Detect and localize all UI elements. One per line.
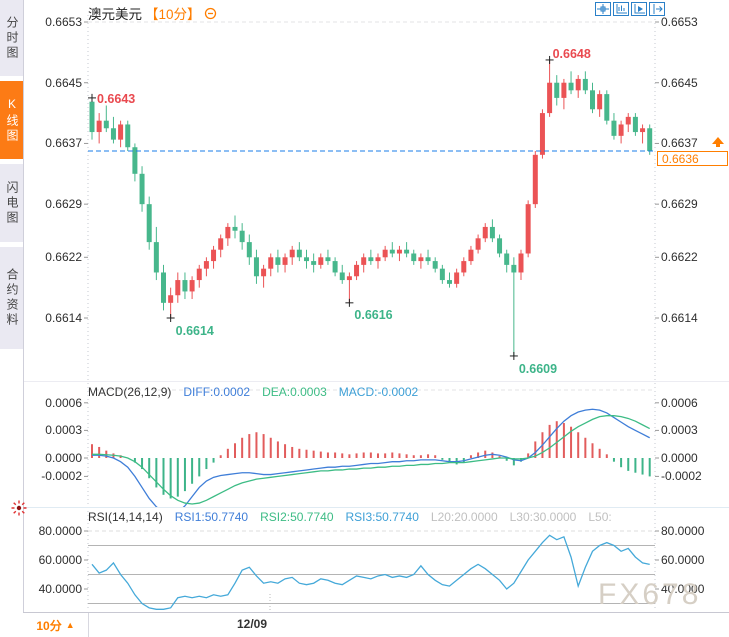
axis-label: 0.0000 xyxy=(45,451,82,465)
macd-header: MACD(26,12,9) DIFF:0.0002 DEA:0.0003 MACD:-… xyxy=(88,385,418,399)
chart-header: 澳元美元 【10分】 xyxy=(88,3,217,23)
watermark: FX678 xyxy=(598,578,702,611)
svg-text:0.6616: 0.6616 xyxy=(354,308,392,322)
axis-label: 0.6614 xyxy=(45,311,82,325)
rsi-header: RSI(14,14,14) RSI1:50.7740 RSI2:50.7740 RSI… xyxy=(88,510,612,524)
axis-label: 0.6637 xyxy=(661,136,698,151)
svg-text:0.6609: 0.6609 xyxy=(519,362,557,376)
indicator-label: DIFF:0.0002 xyxy=(183,385,251,399)
sidebar-tab-contract-info[interactable]: 合约资料 xyxy=(0,247,23,349)
axis-label: 0.6622 xyxy=(661,250,698,265)
indicator-label: RSI2:50.7740 xyxy=(260,510,334,524)
axis-label: 0.0000 xyxy=(661,451,698,465)
symbol-title: 澳元美元 xyxy=(88,7,142,22)
axis-label: 40.0000 xyxy=(38,582,82,596)
axis-label: 60.0000 xyxy=(38,553,82,567)
svg-text:0.6614: 0.6614 xyxy=(176,324,214,338)
axis-label: 0.6645 xyxy=(45,75,82,90)
axis-label: 80.0000 xyxy=(38,524,82,538)
period-label: 10分 xyxy=(36,618,62,633)
sidebar-tab-lightning-chart[interactable]: 闪电图 xyxy=(0,164,23,242)
sidebar-tab-label: K线图 xyxy=(5,96,19,144)
axis-label: 40.0000 xyxy=(661,582,705,596)
axis-label: 0.6645 xyxy=(661,75,698,90)
axis-label: 0.0003 xyxy=(45,423,82,438)
panel-separator xyxy=(24,381,729,382)
sidebar-tab-label: 合约资料 xyxy=(5,268,19,328)
x-axis-date-label: 12/09 xyxy=(236,617,268,631)
axis-label: 60.0000 xyxy=(661,553,705,567)
axis-label: 0.6653 xyxy=(661,15,698,29)
indicator-label: MACD:-0.0002 xyxy=(338,385,419,399)
chart-toolbar xyxy=(595,2,665,16)
indicator-label: RSI(14,14,14) xyxy=(88,510,163,524)
indicator-label: L30:30.0000 xyxy=(509,510,577,524)
sidebar: 分时图 K线图 闪电图 合约资料 xyxy=(0,0,24,637)
axis-label: 0.6629 xyxy=(45,197,82,212)
up-triangle-icon: ▲ xyxy=(65,620,75,630)
pan-right-icon[interactable] xyxy=(649,2,665,16)
period-selector[interactable]: 10分 ▲ xyxy=(23,613,89,637)
current-price-badge: 0.6636 xyxy=(657,151,728,166)
indicator-label: L50: xyxy=(588,510,612,524)
interval-badge: 【10分】 xyxy=(145,7,201,22)
axis-label: -0.0002 xyxy=(661,469,702,484)
indicator-label: L20:20.0000 xyxy=(430,510,498,524)
axis-label: 0.6637 xyxy=(45,136,82,151)
alert-sun-icon[interactable] xyxy=(10,499,28,517)
indicator-label: RSI1:50.7740 xyxy=(174,510,249,524)
svg-text:0.6648: 0.6648 xyxy=(553,47,591,61)
axis-label: 80.0000 xyxy=(661,524,705,538)
axis-label: 0.6622 xyxy=(45,250,82,265)
axis-label: 0.6629 xyxy=(661,197,698,212)
x-axis-scale-icon[interactable] xyxy=(631,2,647,16)
axis-label: 0.0006 xyxy=(661,395,698,410)
sidebar-tab-kline-chart[interactable]: K线图 xyxy=(0,81,23,159)
axis-label: 0.0006 xyxy=(45,395,82,410)
sidebar-tab-label: 闪电图 xyxy=(5,180,19,226)
axis-label: 0.0003 xyxy=(661,423,698,438)
y-axis-scale-icon[interactable] xyxy=(613,2,629,16)
svg-text:0.6643: 0.6643 xyxy=(97,92,135,106)
bottom-bar: 10分 ▲ 12/09 xyxy=(23,612,729,637)
crosshair-icon[interactable] xyxy=(595,2,611,16)
sidebar-tab-label: 分时图 xyxy=(5,15,19,61)
indicator-label: RSI3:50.7740 xyxy=(345,510,419,524)
indicator-label: MACD(26,12,9) xyxy=(88,385,172,399)
price-up-arrow-icon xyxy=(712,137,724,147)
axis-label: -0.0002 xyxy=(41,469,82,484)
axis-label: 0.6653 xyxy=(45,15,82,29)
sidebar-tab-time-chart[interactable]: 分时图 xyxy=(0,0,23,76)
panel-separator xyxy=(24,507,729,508)
zoom-out-icon[interactable] xyxy=(204,7,217,20)
axis-label: 0.6614 xyxy=(661,311,698,325)
indicator-label: DEA:0.0003 xyxy=(262,385,327,399)
